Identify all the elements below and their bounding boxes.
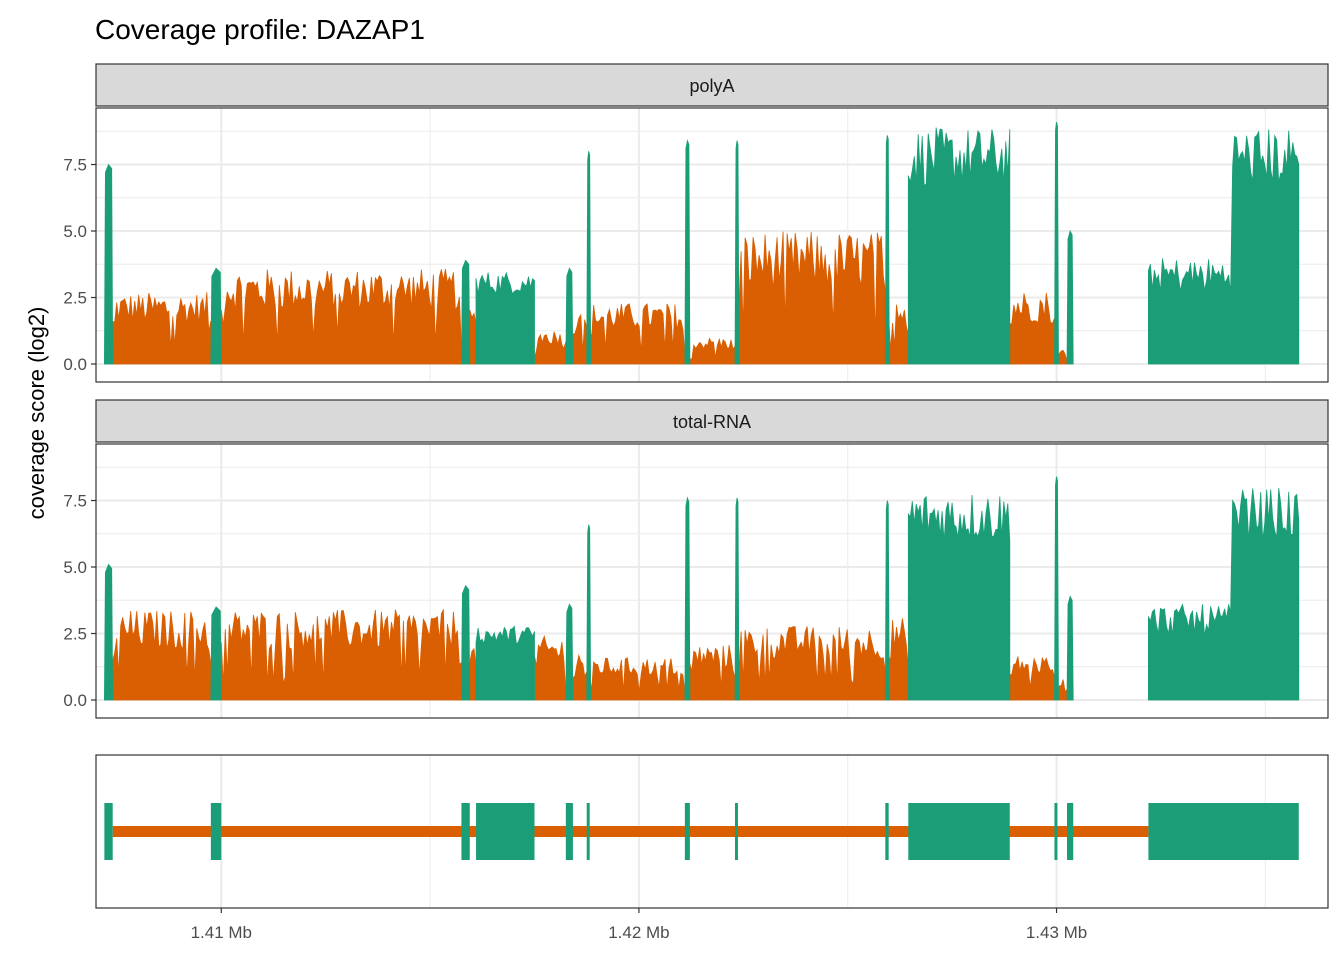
panel-border-polyA xyxy=(95,107,1329,383)
intron-coverage xyxy=(888,304,909,365)
intron-coverage xyxy=(689,644,736,701)
exon-block xyxy=(684,803,690,860)
intron-coverage xyxy=(220,268,462,365)
intron-coverage xyxy=(1009,292,1055,365)
exon-block xyxy=(210,803,222,860)
intron-coverage xyxy=(469,309,477,365)
exon-coverage xyxy=(103,563,114,701)
intron-coverage xyxy=(469,647,477,701)
x-tick-label: 1.41 Mb xyxy=(191,923,252,942)
exon-coverage xyxy=(907,127,1011,365)
exon-coverage xyxy=(565,603,574,701)
exon-block xyxy=(908,803,1010,860)
intron-coverage xyxy=(736,231,886,365)
exon-coverage xyxy=(565,267,574,365)
strip-total-rna xyxy=(95,399,1329,443)
panel-total-rna: total-RNA 0.0 2.5 5.0 7.5 xyxy=(63,399,1329,719)
exon-block xyxy=(461,803,470,860)
strip-polyA xyxy=(95,63,1329,107)
intron-coverage xyxy=(572,653,588,701)
exon-block xyxy=(1148,803,1299,860)
strip-label-total-rna: total-RNA xyxy=(673,412,751,432)
intron-coverage xyxy=(888,618,909,701)
exon-coverage xyxy=(103,163,114,365)
y-tick-label: 5.0 xyxy=(63,558,87,577)
intron-line xyxy=(112,826,1149,837)
intron-coverage xyxy=(589,657,686,701)
y-tick-label: 7.5 xyxy=(63,492,87,511)
intron-coverage xyxy=(534,635,567,701)
strip-label-polyA: polyA xyxy=(689,76,734,96)
panel-border-total-rna xyxy=(95,443,1329,719)
exon-coverage xyxy=(475,625,535,701)
exon-coverage xyxy=(734,140,740,365)
exon-coverage xyxy=(460,584,471,701)
exon-block xyxy=(885,803,889,860)
y-axis-title: coverage score (log2) xyxy=(24,307,49,520)
exon-coverage xyxy=(1054,476,1059,701)
exon-coverage xyxy=(210,267,222,365)
x-tick-label: 1.43 Mb xyxy=(1026,923,1087,942)
exon-block xyxy=(476,803,535,860)
exon-coverage xyxy=(1148,488,1300,701)
exon-block xyxy=(565,803,573,860)
intron-coverage xyxy=(112,292,212,365)
intron-coverage xyxy=(534,331,567,365)
gene-model-panel xyxy=(95,754,1329,909)
exon-coverage xyxy=(734,497,740,701)
gene-panel-border xyxy=(95,754,1329,909)
gene-track xyxy=(104,803,1299,860)
exon-block xyxy=(586,803,590,860)
y-tick-label: 0.0 xyxy=(63,691,87,710)
exon-coverage xyxy=(684,139,691,365)
intron-coverage xyxy=(1009,656,1055,701)
intron-coverage xyxy=(736,626,886,701)
exon-coverage xyxy=(460,259,471,365)
exon-coverage xyxy=(684,496,691,701)
intron-coverage xyxy=(589,303,686,365)
exon-block xyxy=(734,803,738,860)
y-tick-label: 0.0 xyxy=(63,355,87,374)
exon-block xyxy=(1054,803,1058,860)
exon-coverage xyxy=(586,524,592,701)
exon-coverage xyxy=(210,606,222,701)
x-axis: 1.41 Mb 1.42 Mb 1.43 Mb xyxy=(191,908,1087,942)
exon-coverage xyxy=(884,135,890,365)
exon-block xyxy=(104,803,113,860)
y-tick-label: 5.0 xyxy=(63,222,87,241)
exon-coverage xyxy=(884,500,890,701)
x-tick-label: 1.42 Mb xyxy=(608,923,669,942)
exon-coverage xyxy=(1066,229,1074,365)
coverage-area-total-rna xyxy=(103,476,1300,701)
y-tick-label: 2.5 xyxy=(63,289,87,308)
exon-coverage xyxy=(1066,595,1074,701)
exon-block xyxy=(1066,803,1074,860)
y-axis-polyA: 0.0 2.5 5.0 7.5 xyxy=(63,156,96,374)
intron-coverage xyxy=(220,608,462,701)
chart-title: Coverage profile: DAZAP1 xyxy=(95,14,425,45)
exon-coverage xyxy=(586,151,592,365)
intron-coverage xyxy=(572,313,588,365)
intron-coverage xyxy=(112,610,212,701)
exon-coverage xyxy=(1148,129,1300,365)
y-tick-label: 2.5 xyxy=(63,625,87,644)
y-axis-total-rna: 0.0 2.5 5.0 7.5 xyxy=(63,492,96,710)
coverage-area-polyA xyxy=(103,121,1300,365)
exon-coverage xyxy=(475,271,535,365)
exon-coverage xyxy=(1054,121,1059,365)
exon-coverage xyxy=(907,494,1011,701)
y-tick-label: 7.5 xyxy=(63,156,87,175)
intron-coverage xyxy=(689,337,736,365)
panel-polyA: polyA 0.0 2.5 5.0 7.5 xyxy=(63,63,1329,383)
